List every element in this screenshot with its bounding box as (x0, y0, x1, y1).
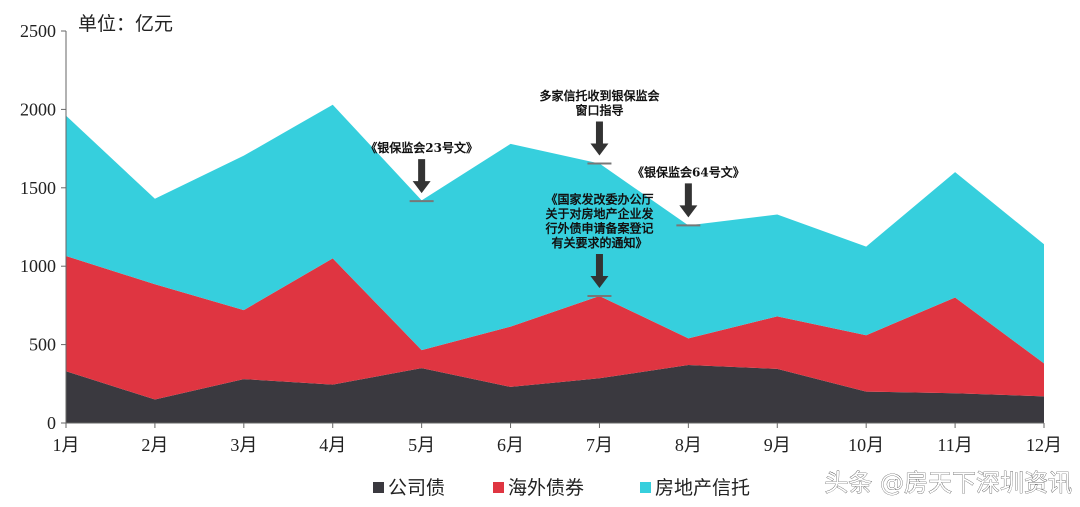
annotations: 《银保监会23号文》多家信托收到银保监会窗口指导《银保监会64号文》《国家发改委… (365, 88, 745, 297)
annotation-text: 多家信托收到银保监会 (539, 88, 660, 103)
area-series-2 (66, 256, 1044, 400)
down-arrow-icon (412, 159, 431, 194)
x-tick-label: 5月 (408, 435, 435, 455)
area-series-1 (66, 364, 1044, 423)
legend-label: 房地产信托 (655, 477, 750, 499)
x-tick-label: 6月 (497, 435, 524, 455)
annotation-text: 关于对房地产企业发 (545, 206, 654, 221)
area-series-3 (66, 104, 1044, 364)
annotation-text: 《银保监会23号文》 (365, 140, 478, 155)
x-tick-label: 2月 (141, 435, 168, 455)
y-tick-label: 2500 (20, 21, 56, 41)
area-layer (66, 104, 1044, 423)
y-tick-label: 500 (29, 335, 56, 355)
x-tick-label: 9月 (764, 435, 791, 455)
y-tick-label: 1000 (20, 256, 56, 276)
legend-swatch (640, 482, 651, 493)
x-tick-label: 7月 (586, 435, 613, 455)
annotation-3: 《银保监会64号文》 (632, 164, 745, 227)
down-arrow-icon (679, 183, 698, 218)
legend-item-3: 房地产信托 (640, 477, 750, 499)
annotation-text: 窗口指导 (575, 102, 623, 117)
x-tick-label: 11月 (937, 435, 972, 455)
legend-item-2: 海外债券 (493, 477, 584, 499)
axes: 0 500 1000 1500 2000 2500 1月 2月 3月 4月 5月 6月 7月 8月 9月 10… (20, 21, 1062, 455)
annotation-text: 行外债申请备案登记 (544, 220, 653, 235)
annotation-text: 有关要求的通知》 (551, 235, 647, 250)
legend-item-1: 公司债 (373, 477, 445, 499)
legend-swatch (373, 482, 384, 493)
annotation-text: 《国家发改委办公厅 (545, 191, 653, 206)
legend-label: 公司债 (388, 477, 445, 499)
x-tick-label: 3月 (230, 435, 257, 455)
annotation-1: 《银保监会23号文》 (365, 140, 478, 203)
x-tick-label: 1月 (53, 435, 80, 455)
unit-label: 单位：亿元 (78, 13, 173, 35)
legend-swatch (493, 482, 504, 493)
y-tick-label: 2000 (20, 99, 56, 119)
legend: 公司债 海外债券 房地产信托 (373, 477, 750, 499)
x-tick-label: 8月 (675, 435, 702, 455)
x-tick-label: 12月 (1026, 435, 1062, 455)
down-arrow-icon (590, 121, 609, 156)
legend-label: 海外债券 (508, 477, 584, 499)
x-tick-label: 4月 (319, 435, 346, 455)
x-tick-label: 10月 (848, 435, 884, 455)
down-arrow-icon (590, 253, 609, 288)
y-tick-label: 0 (47, 413, 56, 433)
watermark-text: 头条 @房天下深圳资讯 (824, 469, 1072, 497)
y-tick-label: 1500 (20, 178, 56, 198)
annotation-text: 《银保监会64号文》 (632, 164, 745, 179)
